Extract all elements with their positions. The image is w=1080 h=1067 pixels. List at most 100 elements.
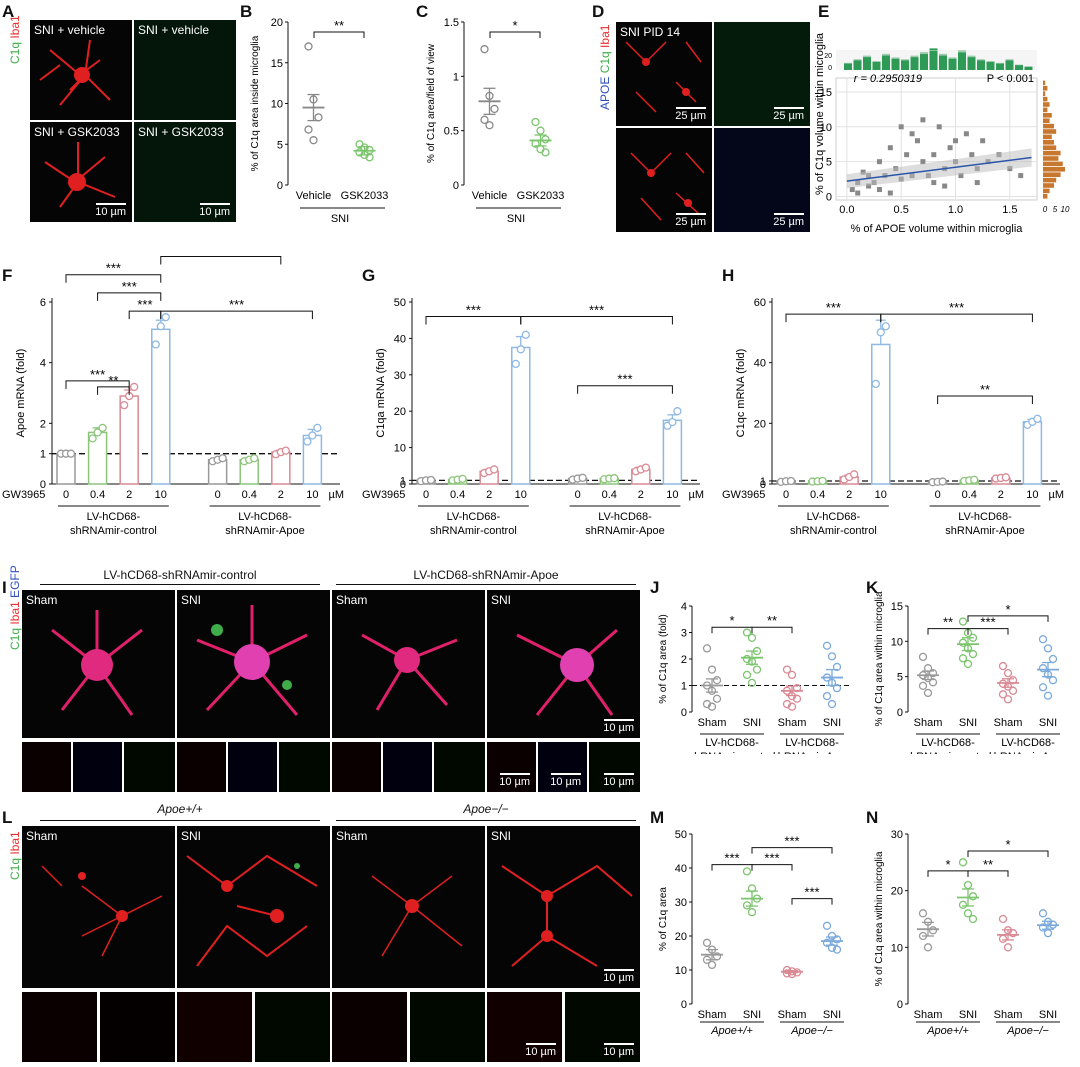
sig-bracket (313, 31, 365, 38)
sig-label: *** (826, 300, 841, 315)
data-point (742, 867, 752, 876)
sig-label: *** (213, 252, 228, 258)
y-tick-label: 40 (675, 863, 687, 875)
group-label: LV-hCD68- (705, 737, 759, 749)
y-tick-label: 10 (394, 443, 406, 455)
data-point (782, 665, 792, 674)
chart-n: 0 10 20 30 % of C1q area within microglia Sha… (874, 829, 1060, 1037)
y-tick-label: 20 (675, 931, 687, 943)
x-tick-label: Sham (698, 1009, 727, 1021)
panel-letter-m: M (650, 808, 665, 827)
data-point (958, 858, 968, 867)
data-point (156, 322, 165, 331)
data-point (832, 684, 842, 693)
bar (1022, 421, 1043, 485)
sig-label: *** (90, 367, 105, 382)
data-point (963, 659, 973, 669)
sig-label: ** (767, 613, 777, 628)
data-point (308, 431, 317, 440)
data-point (1038, 635, 1048, 644)
x-tick-label: Vehicle (472, 190, 507, 202)
y-axis-label: % of C1q area inside microglia (250, 35, 261, 171)
y-tick-label: 50 (394, 297, 406, 309)
histogram-bar-right (1043, 150, 1061, 156)
x-tick-label: SNI (823, 1009, 841, 1021)
y-tick-label: 60 (754, 297, 766, 309)
group-label: LV-hCD68- (87, 511, 141, 523)
y-tick-label: 30 (891, 829, 903, 841)
y-tick-label: 20 (891, 886, 903, 898)
data-point (818, 476, 827, 486)
bar (56, 452, 76, 485)
data-point (712, 694, 722, 703)
group-label-ko: Apoe−/− (463, 802, 509, 816)
data-point (920, 159, 926, 165)
y-tick-label: 0 (400, 479, 406, 491)
histogram-bar-right (1043, 91, 1046, 96)
data-point (578, 473, 587, 482)
data-point (747, 633, 757, 642)
data-point (742, 628, 752, 637)
data-point (898, 124, 904, 130)
micrograph-a4: SNI + GSK2033 10 µm (134, 122, 236, 222)
x-tick-label: 0 (423, 489, 429, 501)
x-unit: µM (1048, 489, 1064, 501)
histogram-bar-top (929, 50, 938, 70)
x-tick-label: SNI (743, 1009, 761, 1021)
sig-label: ** (980, 382, 990, 397)
data-point (707, 702, 717, 711)
data-point (963, 909, 973, 918)
x-tick-label: 0.4 (242, 489, 257, 501)
x-tick-label: 0.4 (450, 489, 465, 501)
data-point (702, 938, 712, 947)
y-tick-label: 0 (760, 479, 766, 491)
data-point (832, 662, 842, 672)
histogram-bar-top (910, 57, 919, 70)
y-tick-label: 6 (40, 297, 46, 309)
histogram-bar-right (1043, 113, 1052, 118)
data-point (673, 407, 682, 416)
sig-bracket (520, 316, 673, 325)
data-point (963, 880, 973, 890)
histogram-bar-top (1005, 60, 1014, 70)
data-point (641, 463, 650, 472)
data-point (918, 681, 928, 691)
sig-label: *** (589, 303, 604, 318)
y-tick-label: 10 (891, 942, 903, 954)
data-point (942, 183, 948, 189)
data-point (1003, 668, 1013, 678)
data-point (968, 649, 978, 659)
data-point (1033, 414, 1042, 423)
histogram-bar-right (1043, 107, 1048, 113)
micrograph-d3: 25 µm (616, 128, 712, 232)
data-point (786, 476, 796, 486)
y-tick-label: 0 (681, 707, 687, 719)
data-point (309, 136, 318, 145)
sig-label: * (729, 613, 734, 628)
data-point (963, 131, 969, 137)
y-tick-label: 5 (277, 139, 283, 151)
data-point (918, 909, 928, 918)
data-point (970, 475, 979, 484)
histogram-bar-right (1043, 140, 1054, 145)
x-tick-label: 2 (486, 489, 492, 501)
sig-bracket (160, 310, 313, 320)
bar (151, 328, 171, 485)
panel-letter-b: B (240, 2, 253, 21)
x-tick-label: 10 (875, 489, 887, 501)
data-point (876, 328, 885, 337)
data-point (98, 423, 107, 433)
x-tick-label: Sham (994, 717, 1023, 729)
micro-label: SNI PID 14 (620, 25, 681, 39)
micro-label: SNI + GSK2033 (138, 125, 224, 139)
data-point (120, 400, 129, 410)
sig-label: *** (949, 300, 964, 315)
data-point (485, 121, 494, 130)
group-label: LV-hCD68- (1001, 737, 1055, 749)
x-tick-label: 10 (155, 489, 167, 501)
chart-b: 0 5 10 15 20 % of C1q area inside microglia Ve… (250, 17, 388, 225)
data-point (304, 125, 313, 134)
data-point (849, 187, 855, 193)
group-label: shRNAmir-control (905, 751, 992, 754)
data-point (521, 330, 530, 339)
